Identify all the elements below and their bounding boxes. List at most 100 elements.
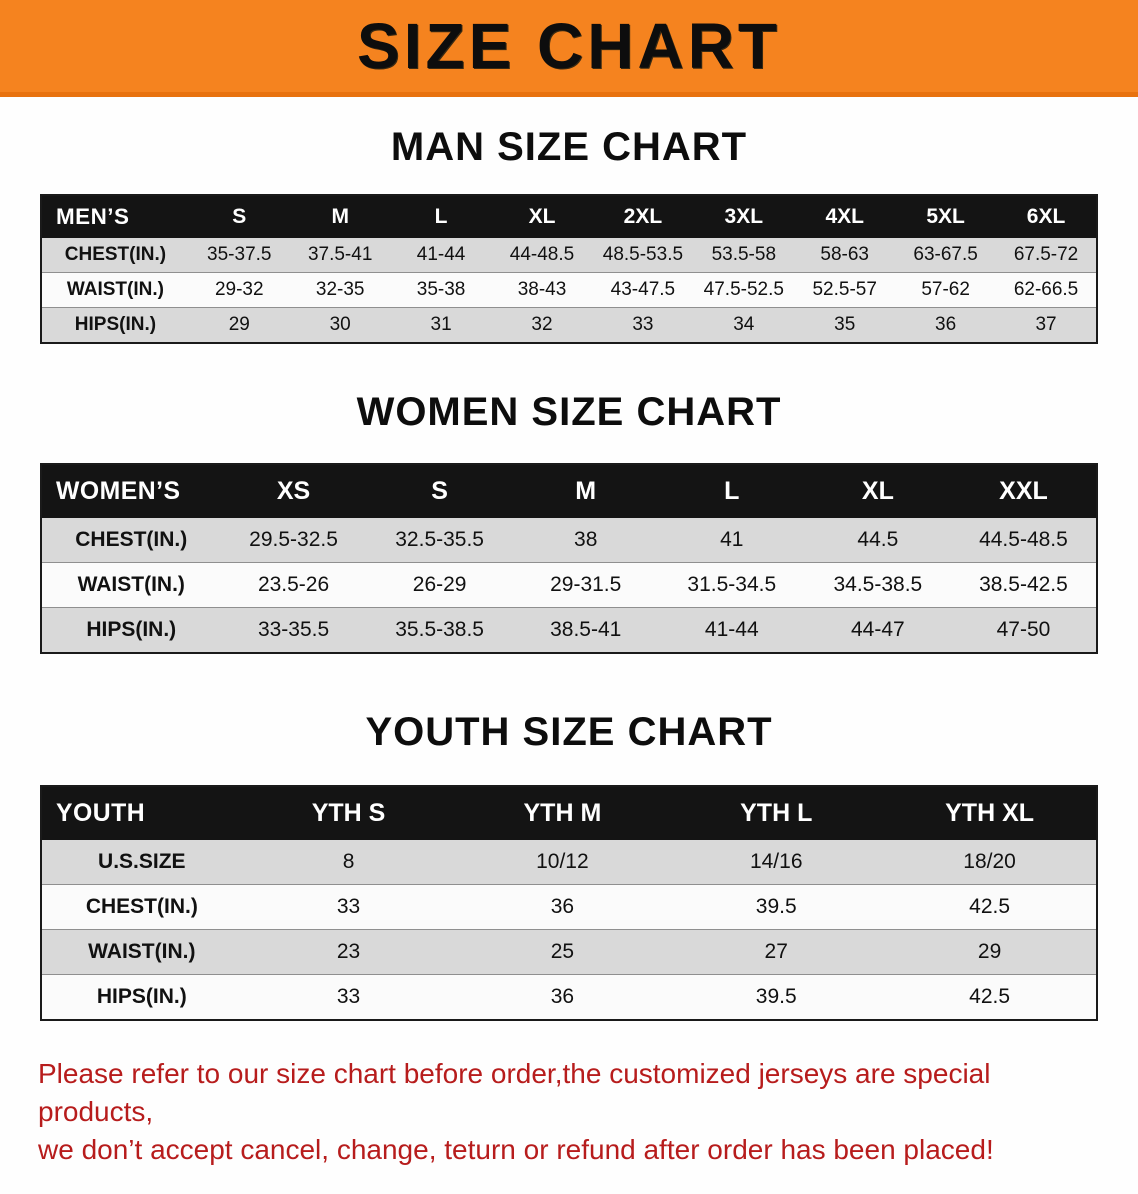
table-header-row: WOMEN’S XS S M L XL XXL (41, 464, 1097, 518)
size-value-cell: 42.5 (969, 985, 1011, 1008)
size-value-cell: 38.5-42.5 (979, 573, 1068, 596)
men-table-wrap: MEN’S S M L XL 2XL 3XL 4XL 5XL 6XL CHEST(IN.) 35-37… (40, 194, 1098, 344)
size-column-header: M (289, 195, 391, 238)
row-label: HIPS(IN.) (74, 314, 157, 335)
size-value-cell: 29 (977, 940, 1002, 963)
size-value-cell: 47.5-52.5 (703, 279, 784, 300)
size-column-header: S (188, 195, 290, 238)
table-row: HIPS(IN.) 33 36 39.5 42.5 (41, 974, 1097, 1020)
women-size-section: WOMEN SIZE CHART WOMEN’S XS S M L XL XXL CHEST(… (0, 390, 1138, 654)
size-value-cell: 39.5 (755, 895, 797, 918)
size-column-header: L (658, 464, 805, 518)
women-section-heading: WOMEN SIZE CHART (356, 390, 782, 434)
men-size-section: MAN SIZE CHART MEN’S S M L XL 2XL 3XL 4XL 5XL 6XL… (0, 125, 1138, 344)
size-value-cell: 36 (550, 985, 575, 1008)
row-label: CHEST(IN.) (64, 244, 167, 265)
size-column-header: 5XL (895, 195, 997, 238)
size-value-cell: 44-47 (851, 618, 905, 641)
size-value-cell: 33-35.5 (257, 618, 330, 641)
size-value-cell: 38.5-41 (550, 618, 622, 641)
size-value-cell: 31.5-34.5 (687, 573, 777, 596)
youth-table-wrap: YOUTH YTH S YTH M YTH L YTH XL U.S.SIZE 8 10/12… (40, 785, 1098, 1021)
footer-disclaimer-line-1: Please refer to our size chart before or… (38, 1058, 991, 1127)
size-value-cell: 32 (531, 314, 553, 335)
row-label: HIPS(IN.) (96, 985, 187, 1008)
table-header-row: MEN’S S M L XL 2XL 3XL 4XL 5XL 6XL (41, 195, 1097, 238)
size-value-cell: 47-50 (996, 618, 1051, 641)
size-value-cell: 57-62 (921, 279, 970, 300)
banner-title: SIZE CHART (357, 10, 781, 82)
table-row: HIPS(IN.) 33-35.5 35.5-38.5 38.5-41 41-44 44-… (41, 607, 1097, 653)
size-value-cell: 33 (632, 314, 654, 335)
size-value-cell: 32-35 (315, 279, 365, 300)
size-column-header: L (390, 195, 492, 238)
size-value-cell: 30 (329, 314, 351, 335)
row-label: U.S.SIZE (98, 850, 186, 873)
size-value-cell: 34 (733, 314, 755, 335)
size-value-cell: 63-67.5 (913, 244, 978, 265)
size-column-header: YTH S (241, 786, 456, 840)
size-value-cell: 23 (336, 940, 361, 963)
size-value-cell: 41-44 (704, 618, 759, 641)
size-column-header: 2XL (592, 195, 694, 238)
size-value-cell: 29-31.5 (550, 573, 622, 596)
size-value-cell: 36 (550, 895, 575, 918)
size-value-cell: 18/20 (963, 850, 1016, 873)
size-value-cell: 33 (336, 985, 361, 1008)
table-header-row: YOUTH YTH S YTH M YTH L YTH XL (41, 786, 1097, 840)
size-value-cell: 44-48.5 (509, 244, 575, 265)
size-value-cell: 52.5-57 (812, 279, 877, 300)
size-value-cell: 39.5 (755, 985, 797, 1008)
youth-size-section: YOUTH SIZE CHART YOUTH YTH S YTH M YTH L YTH… (0, 710, 1138, 1021)
table-row: WAIST(IN.) 23 25 27 29 (41, 929, 1097, 975)
size-value-cell: 67.5-72 (1013, 244, 1079, 265)
footer-disclaimer: Please refer to our size chart before or… (38, 1055, 1100, 1168)
size-column-header: S (366, 464, 513, 518)
size-value-cell: 36 (935, 314, 957, 335)
size-value-cell: 58-63 (820, 244, 870, 265)
size-value-cell: 41 (720, 528, 744, 551)
table-corner-label: MEN’S (41, 195, 189, 238)
size-value-cell: 34.5-38.5 (833, 573, 923, 596)
row-label: WAIST(IN.) (88, 940, 196, 963)
size-value-cell: 14/16 (749, 850, 803, 873)
size-column-header: XL (491, 195, 593, 238)
size-value-cell: 35.5-38.5 (395, 618, 484, 641)
size-value-cell: 48.5-53.5 (602, 244, 684, 265)
table-row: WAIST(IN.) 23.5-26 26-29 29-31.5 31.5-34.5 34… (41, 562, 1097, 608)
size-value-cell: 29 (228, 314, 250, 335)
table-row: HIPS(IN.) 29 30 31 32 33 34 35 36 37 (41, 307, 1097, 343)
size-value-cell: 27 (764, 940, 788, 963)
table-corner-label: WOMEN’S (41, 464, 221, 518)
row-label: WAIST(IN.) (77, 573, 185, 596)
size-column-header: 6XL (996, 195, 1097, 238)
size-value-cell: 35-37.5 (207, 244, 272, 265)
size-value-cell: 38 (574, 528, 598, 551)
size-value-cell: 29-32 (214, 279, 264, 300)
size-value-cell: 37 (1035, 314, 1057, 335)
row-label: CHEST(IN.) (75, 528, 188, 551)
size-value-cell: 8 (342, 850, 355, 873)
size-value-cell: 33 (336, 895, 361, 918)
size-value-cell: 37.5-41 (307, 244, 373, 265)
size-column-header: 3XL (693, 195, 795, 238)
size-value-cell: 35 (834, 314, 856, 335)
table-row: CHEST(IN.) 29.5-32.5 32.5-35.5 38 41 44.5 44.5… (41, 518, 1097, 563)
row-label: WAIST(IN.) (66, 279, 164, 300)
size-value-cell: 23.5-26 (257, 573, 330, 596)
size-value-cell: 53.5-58 (711, 244, 777, 265)
size-value-cell: 29.5-32.5 (249, 528, 338, 551)
size-value-cell: 42.5 (969, 895, 1011, 918)
size-value-cell: 44.5-48.5 (979, 528, 1068, 551)
women-size-table: WOMEN’S XS S M L XL XXL CHEST(IN.) 29.5-32.5 32.5… (40, 463, 1098, 654)
youth-size-table: YOUTH YTH S YTH M YTH L YTH XL U.S.SIZE 8 10/12… (40, 785, 1098, 1021)
size-column-header: XL (804, 464, 951, 518)
table-row: U.S.SIZE 8 10/12 14/16 18/20 (41, 840, 1097, 885)
size-column-header: 4XL (794, 195, 896, 238)
size-column-header: YTH XL (883, 786, 1097, 840)
size-value-cell: 31 (430, 314, 452, 335)
row-label: HIPS(IN.) (86, 618, 177, 641)
men-section-heading: MAN SIZE CHART (390, 125, 748, 169)
size-value-cell: 25 (550, 940, 575, 963)
